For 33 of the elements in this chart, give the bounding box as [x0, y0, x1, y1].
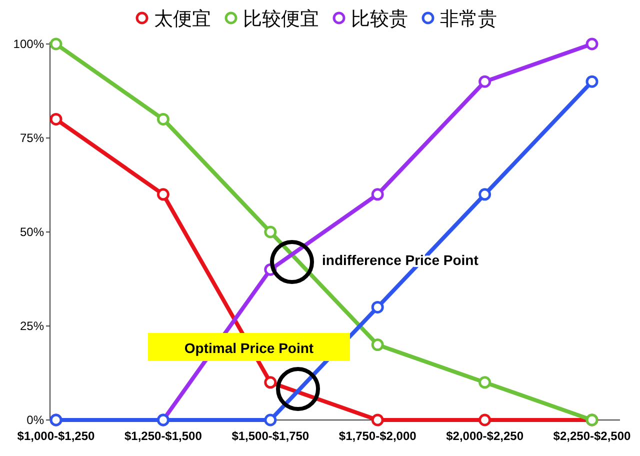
y-tick-label: 75%: [20, 131, 44, 145]
point: [264, 414, 277, 426]
annotation: Optimal Price Point: [184, 340, 314, 356]
y-tick-label: 100%: [13, 37, 44, 51]
point: [264, 226, 277, 238]
point: [371, 338, 384, 352]
point: [371, 188, 384, 201]
point: [264, 376, 277, 389]
point: [371, 300, 384, 314]
y-tick-label: 25%: [20, 319, 44, 333]
legend-label: 比较贵: [351, 9, 408, 30]
y-tick-label: 50%: [20, 225, 44, 239]
legend-label: 太便宜: [154, 8, 211, 30]
point: [478, 75, 492, 88]
x-tick-label: $1,000-$1,250: [17, 429, 96, 443]
point: [478, 414, 492, 426]
x-tick-label: $1,500-$1,750: [232, 429, 310, 443]
x-tick-label: $2,250-$2,500: [553, 429, 632, 443]
point: [50, 38, 62, 50]
point: [371, 414, 384, 426]
y-tick-label: 0%: [26, 413, 44, 427]
legend-label: 非常贵: [440, 9, 497, 30]
point: [156, 112, 170, 126]
x-tick-label: $1,250-$1,500: [124, 429, 202, 443]
x-tick-label: $1,750-$2,000: [338, 429, 417, 443]
legend-label: 比较便宜: [243, 8, 319, 30]
point: [478, 376, 492, 389]
point: [478, 188, 492, 201]
point: [50, 112, 62, 126]
point: [586, 75, 598, 88]
x-tick-label: $2,000-$2,250: [446, 429, 524, 443]
point: [156, 188, 170, 201]
point: [586, 38, 598, 50]
